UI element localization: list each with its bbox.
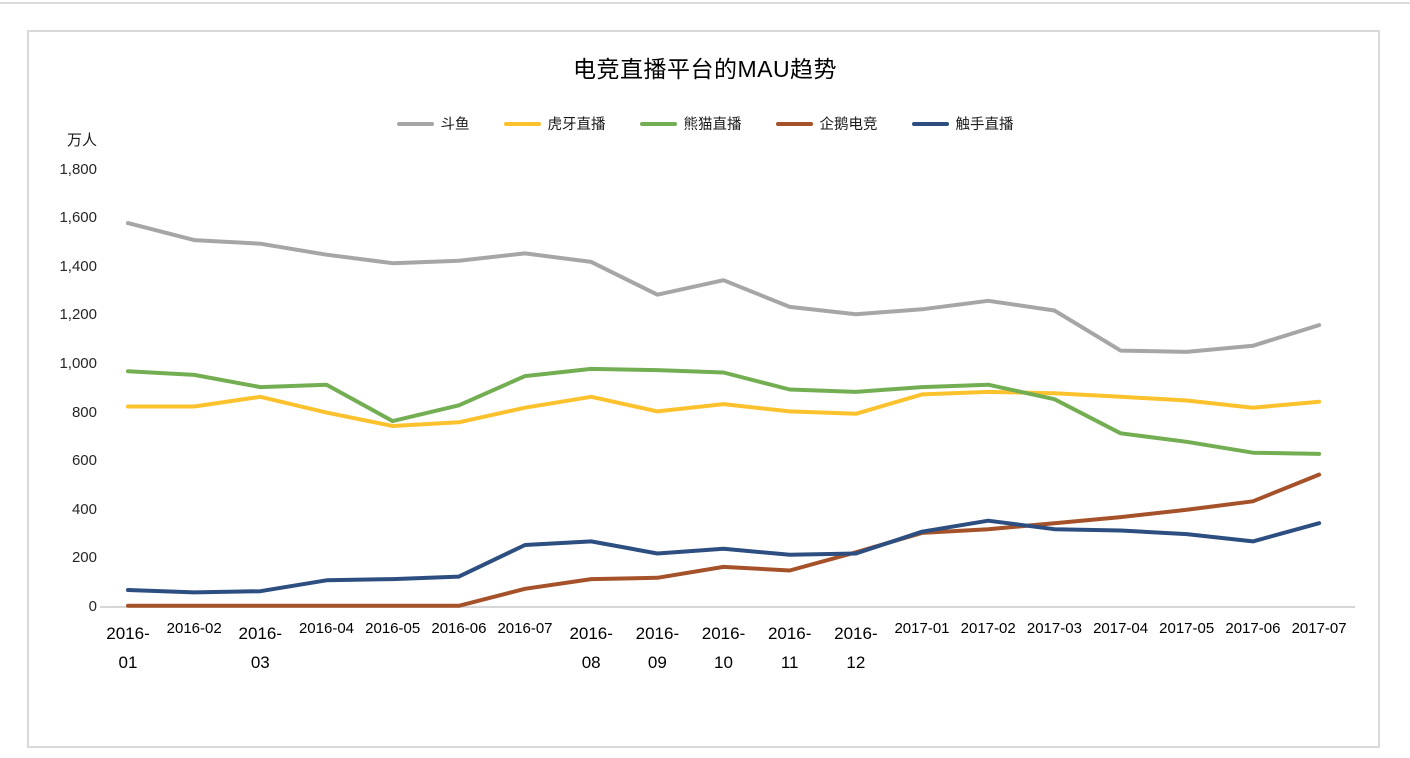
x-tick-line: 03 (250, 653, 270, 672)
legend-item-douyu: 斗鱼 (396, 113, 470, 134)
x-tick-line: 2016- (106, 624, 150, 643)
legend-label: 虎牙直播 (547, 117, 606, 133)
x-tick-label: 2016-07 (497, 620, 553, 637)
x-tick-line: 11 (780, 653, 799, 672)
y-tick-label: 1,800 (59, 160, 97, 178)
x-tick-label: 2017-03 (1026, 620, 1082, 637)
x-tick-label: 2016-04 (298, 620, 355, 637)
x-tick-label: 2017-01 (894, 620, 950, 637)
x-tick-label: 2017-06 (1225, 620, 1281, 637)
page-title: 电竞直播平台的MAU趋势 (572, 56, 838, 82)
x-tick-label: 2016- 08 (569, 619, 612, 677)
x-tick-line: 2016- (767, 624, 812, 643)
series-line-panda (126, 366, 1322, 456)
x-tick-label: 2016-02 (166, 620, 222, 637)
y-tick-label: 0 (88, 598, 97, 615)
top-divider (0, 2, 1410, 4)
x-tick-line: 2016- (635, 624, 680, 643)
x-tick-label: 2016- 11 (768, 619, 811, 677)
x-tick-line: 2016- (701, 624, 746, 643)
y-tick-label: 400 (71, 500, 97, 518)
x-tick-label: 2016-06 (431, 620, 487, 637)
x-tick-line: 2016- (834, 624, 878, 643)
chart-legend: 斗鱼 虎牙直播 熊猫直播 企鹅电竞 触手直播 (0, 113, 1410, 134)
x-tick-label: 2016- 03 (239, 619, 282, 677)
x-tick-line: 01 (118, 653, 138, 672)
y-tick-label: 1,200 (59, 306, 97, 324)
legend-line-swatch-penguin (775, 121, 813, 126)
legend-line-swatch-chushou (911, 121, 949, 126)
x-tick-label: 2017-04 (1093, 620, 1149, 637)
legend-label: 触手直播 (955, 117, 1014, 133)
series-line-chushou (126, 518, 1322, 595)
legend-line-swatch-huya (503, 121, 541, 126)
y-axis-unit-label: 万人 (66, 132, 97, 149)
x-tick-line: 09 (647, 653, 667, 672)
x-tick-label: 2017-02 (960, 620, 1016, 637)
x-tick-line: 10 (714, 653, 733, 672)
y-tick-label: 200 (71, 549, 97, 567)
x-tick-line: 08 (581, 653, 601, 672)
series-line-douyu (126, 221, 1322, 354)
x-tick-label: 2016-05 (365, 620, 421, 637)
legend-item-huya: 虎牙直播 (503, 113, 606, 134)
legend-label: 斗鱼 (440, 117, 470, 133)
legend-line-swatch-panda (639, 121, 677, 126)
x-tick-label: 2017-05 (1159, 620, 1215, 637)
legend-line-swatch-douyu (396, 121, 434, 126)
y-tick-label: 800 (71, 403, 97, 421)
x-tick-label: 2016- 12 (834, 619, 877, 677)
y-tick-label: 1,400 (59, 257, 97, 275)
x-tick-label: 2016- 09 (636, 619, 679, 677)
legend-label: 熊猫直播 (683, 117, 742, 133)
legend-item-penguin: 企鹅电竞 (775, 113, 878, 134)
x-tick-label: 2017-07 (1291, 620, 1347, 637)
y-tick-label: 1,000 (59, 355, 97, 372)
y-tick-label: 1,600 (59, 209, 97, 227)
y-tick-label: 600 (71, 452, 97, 470)
x-tick-label: 2016- 10 (702, 619, 745, 677)
x-tick-line: 12 (846, 653, 866, 672)
legend-item-panda: 熊猫直播 (639, 113, 742, 134)
legend-item-chushou: 触手直播 (911, 113, 1014, 134)
series-line-huya (126, 389, 1322, 428)
chart-frame (27, 30, 1380, 748)
legend-label: 企鹅电竞 (819, 117, 878, 133)
series-line-penguin (126, 472, 1322, 608)
x-tick-line: 2016- (569, 624, 613, 643)
x-tick-label: 2016- 01 (106, 619, 149, 677)
x-tick-line: 2016- (238, 624, 283, 643)
